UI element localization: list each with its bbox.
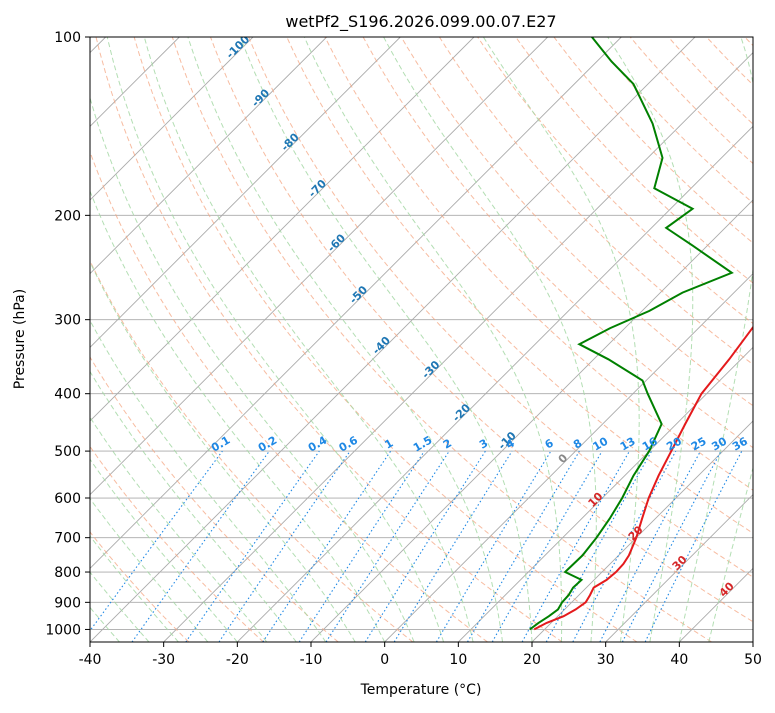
mixing-ratio-line <box>468 451 580 642</box>
isotherm-label: -20 <box>450 401 473 424</box>
isotherm-line <box>0 37 474 642</box>
dry-adiabat-line <box>0 37 189 642</box>
dry-adiabat-line <box>516 37 775 642</box>
y-tick-label: 600 <box>54 491 81 507</box>
y-tick-label: 500 <box>54 444 81 460</box>
y-tick-label: 100 <box>54 30 81 46</box>
moist-adiabat-line <box>0 37 267 642</box>
dry-adiabat-label: 40 <box>717 579 737 599</box>
dry-adiabat-line <box>592 37 775 642</box>
x-axis-label: Temperature (°C) <box>360 682 482 698</box>
x-tick-label: 40 <box>670 652 688 668</box>
isotherm-line <box>16 37 621 642</box>
x-tick-label: -40 <box>79 652 102 668</box>
isotherm-line <box>237 37 775 642</box>
mixing-ratio-label: 1 <box>382 437 395 452</box>
isotherm-label: -60 <box>325 231 348 254</box>
mixing-ratio-line <box>600 451 701 642</box>
mixing-ratio-label: 6 <box>543 436 556 451</box>
x-tick-label: -20 <box>226 652 249 668</box>
isotherm-line <box>753 37 775 642</box>
dry-adiabat-label: 20 <box>626 523 646 543</box>
dry-adiabat-line <box>707 37 775 642</box>
y-axis-label: Pressure (hPa) <box>12 289 28 389</box>
mixing-ratio-label: 30 <box>709 434 729 453</box>
x-tick-label: 10 <box>449 652 467 668</box>
moist-adiabat-line <box>304 37 561 642</box>
mixing-ratio-label: 10 <box>591 434 611 453</box>
mixing-ratio-line <box>219 451 350 642</box>
dry-adiabat-line <box>0 37 338 642</box>
y-tick-label: 1000 <box>45 622 81 638</box>
series-layer <box>530 37 775 629</box>
mixing-ratio-line <box>546 451 651 642</box>
moist-adiabat-line <box>107 37 443 642</box>
moist-adiabat-line <box>483 37 639 642</box>
isotherm-label: -70 <box>306 177 329 200</box>
x-tick-label: 0 <box>380 652 389 668</box>
dry-adiabat-label: 30 <box>670 553 690 573</box>
mixing-ratio-line <box>299 451 424 642</box>
y-tick-label: 300 <box>54 313 81 329</box>
moist-adiabat-line <box>23 37 356 642</box>
mixing-ratio-line <box>263 451 391 642</box>
dry-adiabat-line <box>745 37 775 642</box>
temperature-line <box>534 37 775 629</box>
dry-adiabat-line <box>363 37 775 642</box>
chart-title: wetPf2_S196.2026.099.00.07.E27 <box>285 12 556 32</box>
isotherm-label: -90 <box>249 86 272 109</box>
moist-adiabat-line <box>0 37 208 642</box>
x-tick-label: 30 <box>597 652 615 668</box>
isotherm-line <box>90 37 695 642</box>
y-tick-label: 700 <box>54 531 81 547</box>
dry-adiabat-line <box>668 37 775 642</box>
y-tick-label: 200 <box>54 208 81 224</box>
isotherm-line <box>164 37 769 642</box>
y-tick-label: 900 <box>54 595 81 611</box>
dry-adiabat-line <box>20 37 413 642</box>
isotherm-line <box>0 37 327 642</box>
moist-adiabat-line <box>188 37 503 642</box>
isotherm-line <box>679 37 775 642</box>
isotherm-line <box>0 37 548 642</box>
isotherm-line <box>0 37 400 642</box>
mixing-ratio-line <box>326 451 449 642</box>
y-tick-label: 400 <box>54 387 81 403</box>
isotherm-line <box>458 37 775 642</box>
isotherm-label: -50 <box>347 283 370 306</box>
mixing-ratio-label: 2 <box>441 437 454 452</box>
dry-adiabat-line <box>58 37 488 642</box>
x-tick-label: -30 <box>152 652 175 668</box>
isotherm-line <box>385 37 775 642</box>
x-tick-label: 20 <box>523 652 541 668</box>
moist-adiabat-line <box>0 37 237 642</box>
isotherm-line <box>0 37 253 642</box>
moist-adiabat-line <box>608 37 693 642</box>
x-tick-label: 50 <box>744 652 762 668</box>
dry-adiabat-label: 10 <box>586 490 606 510</box>
isotherm-label: -80 <box>279 130 302 153</box>
mixing-ratio-line <box>82 451 223 642</box>
moist-adiabat-line <box>0 37 326 642</box>
isotherm-label: -40 <box>370 334 393 357</box>
x-tick-label: -10 <box>300 652 323 668</box>
isotherm-label: -30 <box>419 358 442 381</box>
y-tick-label: 800 <box>54 565 81 581</box>
